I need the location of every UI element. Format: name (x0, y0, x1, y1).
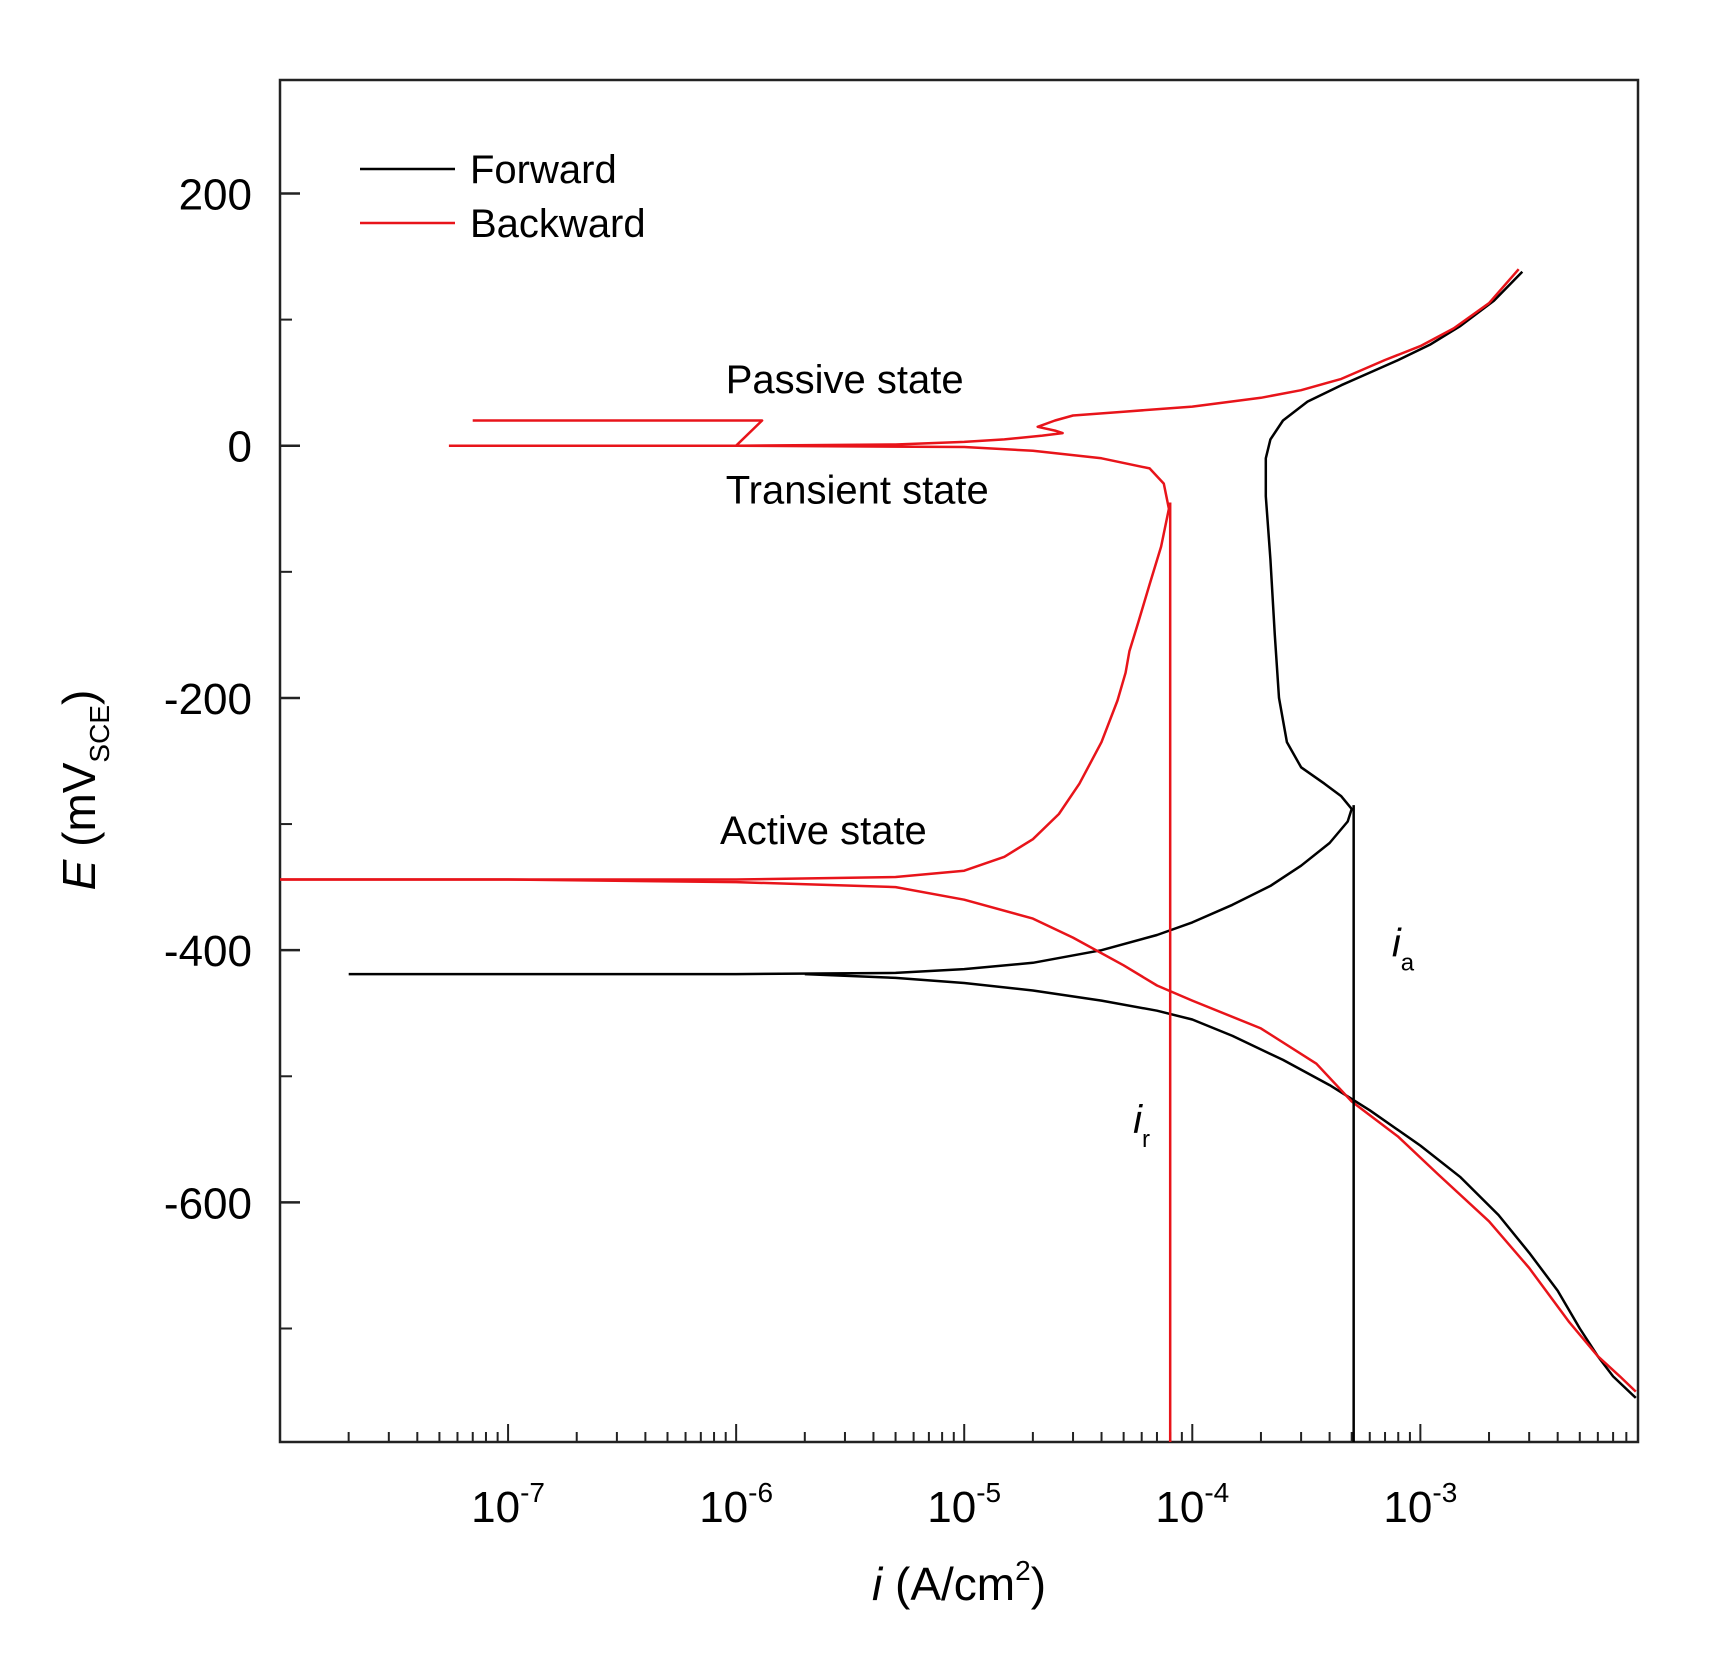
y-tick-label: -400 (164, 927, 252, 976)
marker-label-ir: ir (1133, 1098, 1150, 1153)
x-axis-ticks: 10-7 10-6 10-5 10-4 10-3 (347, 1424, 1628, 1532)
y-tick-label: 0 (228, 423, 252, 472)
legend-label-backward: Backward (470, 202, 646, 246)
backward-curve-segment (472, 268, 1520, 447)
x-tick-label: 10-6 (699, 1477, 773, 1532)
backward-curve-segment (280, 444, 1171, 881)
y-tick-label: 200 (179, 171, 252, 220)
series-layer (280, 268, 1637, 1442)
plot-frame (278, 78, 1640, 1444)
legend-label-forward: Forward (470, 148, 617, 192)
annotation-transient-state: Transient state (726, 469, 989, 513)
y-axis-ticks: 200 0 -200 -400 -600 (164, 171, 300, 1330)
marker-label-ia: ia (1392, 921, 1415, 976)
annotation-active-state: Active state (720, 809, 927, 853)
x-tick-label: 10-7 (471, 1477, 545, 1532)
backward-curve-segment (280, 878, 1637, 1393)
annotation-passive-state: Passive state (726, 358, 964, 402)
x-tick-label: 10-5 (927, 1477, 1001, 1532)
y-tick-label: -200 (164, 675, 252, 724)
forward-curve-segment (348, 270, 1524, 976)
x-tick-label: 10-4 (1155, 1477, 1229, 1532)
y-axis-title: E (mVSCE) (53, 690, 115, 891)
legend: Forward Backward (360, 148, 646, 246)
x-axis-title: i (A/cm2) (872, 1555, 1046, 1610)
x-tick-label: 10-3 (1383, 1477, 1457, 1532)
y-tick-label: -600 (164, 1179, 252, 1228)
